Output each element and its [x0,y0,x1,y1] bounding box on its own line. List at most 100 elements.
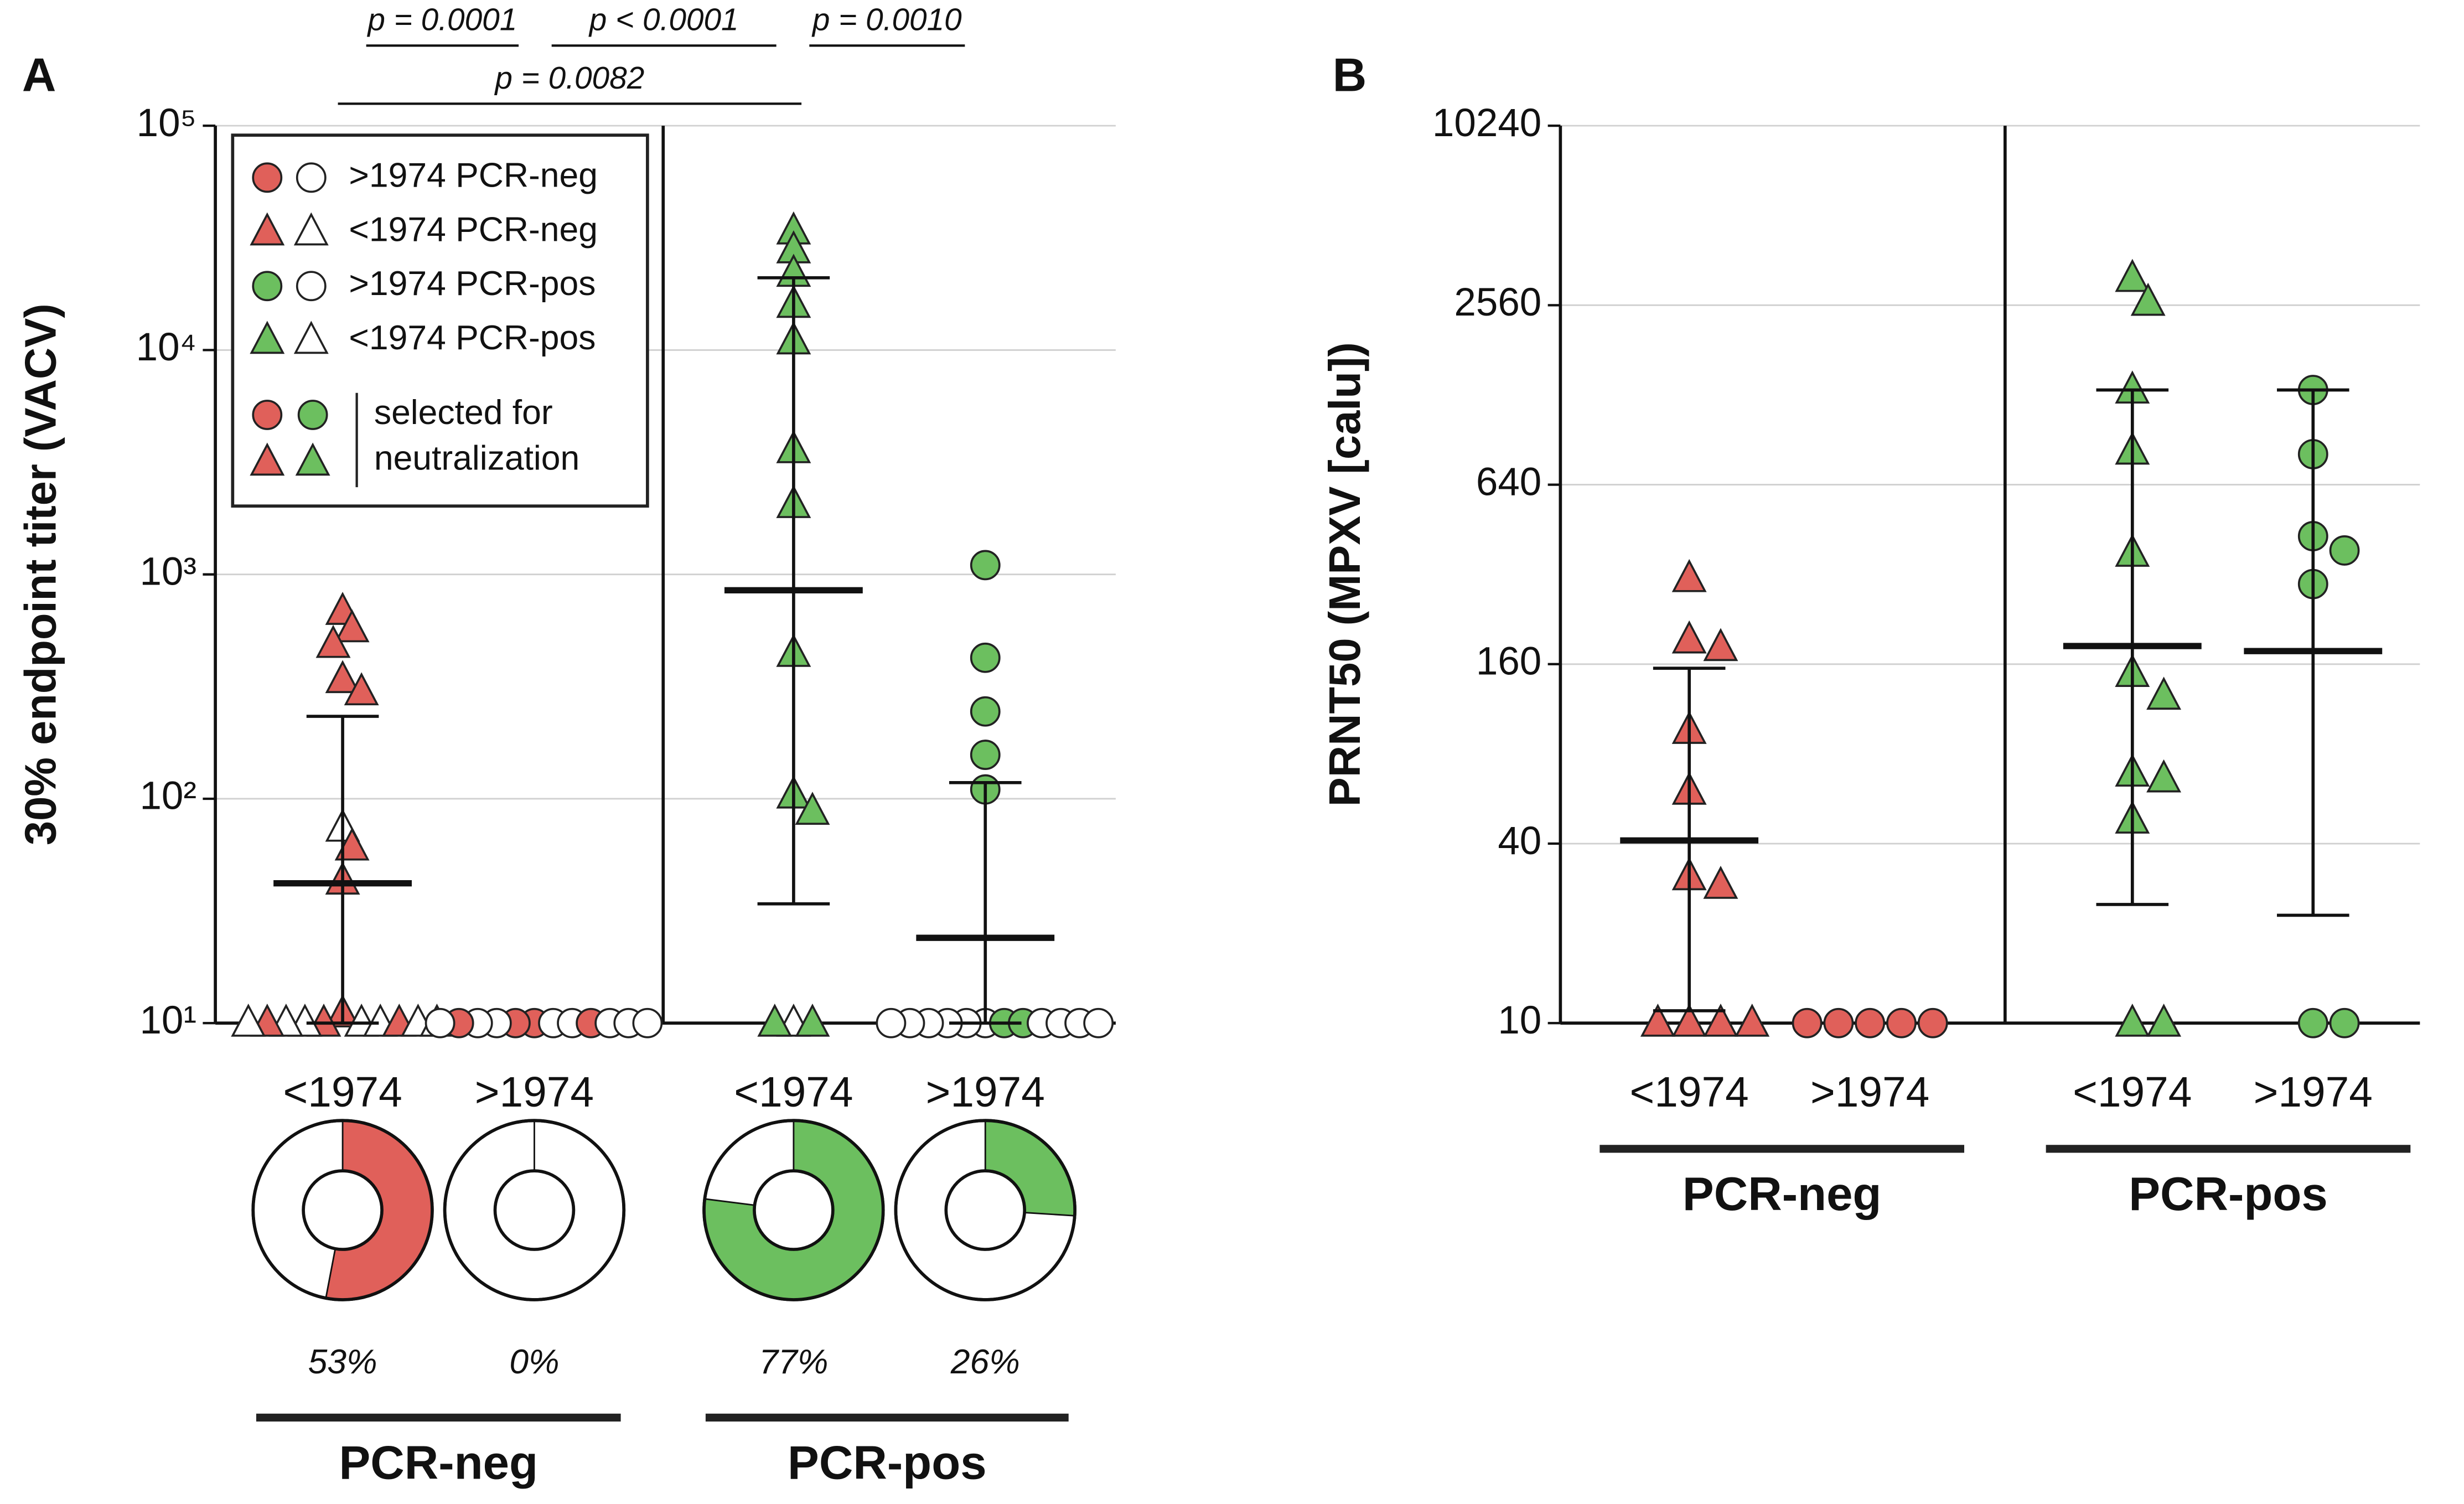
group-label: PCR-neg [339,1436,538,1489]
legend-label: <1974 PCR-neg [349,210,598,249]
data-point [1735,1004,1770,1037]
data-point [970,740,1001,770]
data-point [2115,259,2150,292]
p-value: p < 0.0001 [588,3,739,38]
y-tick-label: 40 [1498,819,1541,863]
x-tick-label: <1974 [283,1069,402,1116]
data-point [344,672,379,706]
pie-label: 77% [759,1342,828,1381]
pie-hole [944,1169,1027,1251]
legend-label: >1974 PCR-neg [349,156,598,194]
legend-marker [250,212,285,246]
data-point [970,642,1001,673]
data-point [231,1004,266,1037]
y-tick-label: 640 [1476,460,1541,504]
x-tick-label: <1974 [1630,1069,1749,1116]
pie-hole [302,1169,384,1251]
data-point [315,624,351,658]
data-point [1083,1007,1114,1038]
data-point [1671,559,1707,592]
y-tick-label: 10¹ [139,999,196,1042]
pie-ring [894,1119,1076,1301]
data-point [795,1004,830,1037]
legend-marker [250,321,285,354]
data-point [2115,1004,2150,1037]
legend-marker [252,400,283,430]
pie-ring [443,1119,626,1301]
data-point [1792,1007,1823,1038]
p-value: p = 0.0082 [494,61,644,96]
data-point [1823,1007,1854,1038]
panel-label: B [1333,49,1367,101]
data-point [1671,1004,1707,1037]
x-tick-label: >1974 [2254,1069,2373,1116]
data-point [2146,1004,2182,1037]
pie-label: 53% [308,1342,377,1381]
data-point [876,1007,907,1038]
data-point [334,609,370,643]
p-value: p = 0.0010 [811,3,962,38]
legend-box [231,133,649,508]
pie-hole [753,1169,835,1251]
legend-marker [293,321,329,354]
legend-marker [297,400,328,430]
data-point [1886,1007,1917,1038]
data-point [1671,620,1707,654]
group-label: PCR-pos [2129,1168,2328,1221]
legend-marker [293,212,329,246]
y-axis-label: 30% endpoint titer (VACV) [16,303,65,845]
data-point [632,1007,663,1038]
y-tick-label: 10 [1498,999,1541,1042]
legend-marker [250,442,285,476]
data-point [2297,1007,2328,1038]
p-value: p = 0.0001 [366,3,517,38]
data-point [2329,535,2360,566]
x-tick-label: >1974 [475,1069,594,1116]
data-point [425,1007,455,1038]
legend-marker [296,271,327,302]
data-point [757,1004,793,1037]
group-label: PCR-neg [1683,1168,1882,1221]
data-point [2146,676,2182,710]
legend-label: <1974 PCR-pos [349,318,596,357]
pie-ring [702,1119,885,1301]
data-point [1703,1004,1738,1037]
x-tick-label: >1974 [1810,1069,1929,1116]
data-point [2146,759,2182,793]
legend-label: >1974 PCR-pos [349,264,596,303]
y-tick-label: 10² [139,774,196,818]
data-point [2130,282,2166,316]
data-point [970,696,1001,727]
y-tick-label: 10⁵ [137,101,196,145]
x-tick-label: <1974 [734,1069,853,1116]
group-label: PCR-pos [788,1436,987,1489]
data-point [1640,1004,1675,1037]
legend-marker [252,271,283,302]
legend-note: selected for [374,393,553,432]
y-tick-label: 10³ [139,550,196,593]
x-tick-label: >1974 [926,1069,1045,1116]
pie-ring [251,1119,434,1301]
data-point [325,660,360,694]
legend-marker [295,442,330,476]
y-tick-label: 10240 [1432,101,1541,145]
pie-label: 0% [509,1342,559,1381]
y-tick-label: 10⁴ [136,325,196,369]
y-axis-label: PRNT50 (MPXV [calu]) [1320,342,1369,807]
x-tick-label: <1974 [2073,1069,2192,1116]
y-tick-label: 160 [1476,640,1541,684]
data-point [970,550,1001,581]
pie-hole [493,1169,576,1251]
y-tick-label: 2560 [1454,281,1541,324]
data-point [2329,1007,2360,1038]
legend-marker [252,162,283,193]
data-point [795,792,830,825]
legend-marker [296,162,327,193]
data-point [1703,628,1738,661]
data-point [1855,1007,1886,1038]
legend-note: neutralization [374,438,579,477]
pie-label: 26% [950,1342,1020,1381]
data-point [1703,866,1738,899]
data-point [1917,1007,1948,1038]
